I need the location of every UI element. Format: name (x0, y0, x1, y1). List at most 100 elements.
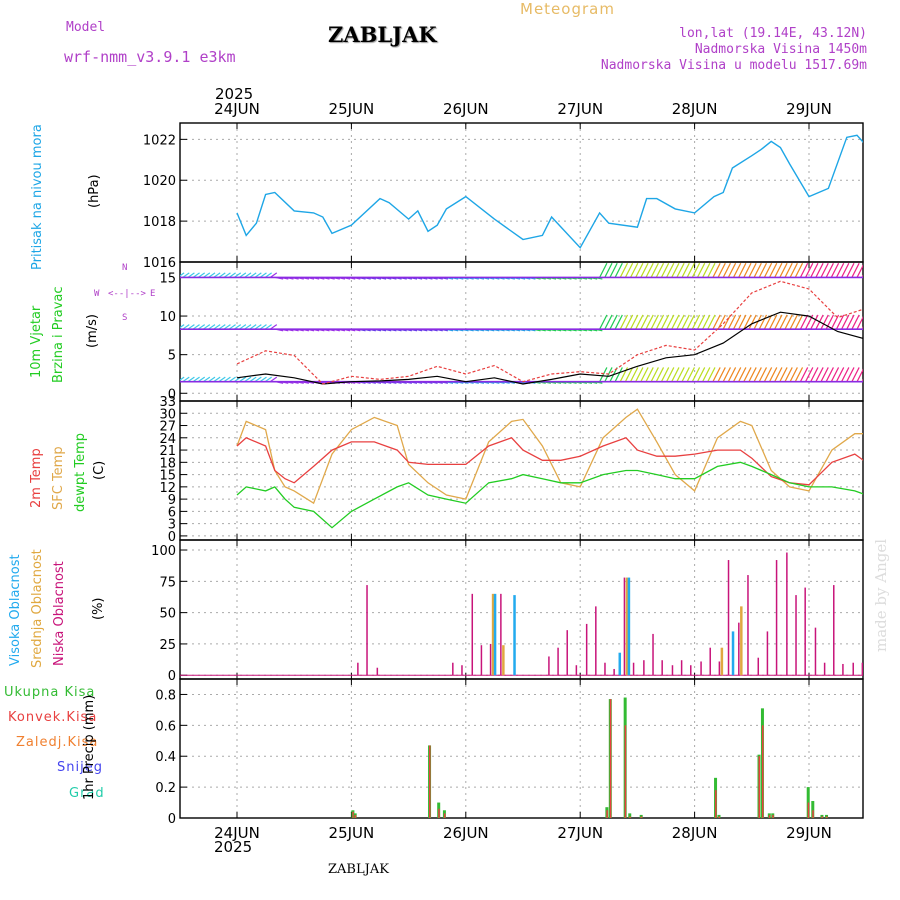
wind-barb (841, 367, 850, 382)
cloud-bar (872, 648, 874, 676)
wind-barb (856, 264, 863, 278)
day-label-top: 27JUN (557, 100, 603, 118)
wind-barb (830, 367, 840, 382)
wind-barb (655, 367, 665, 382)
ytick-label: 25 (159, 638, 176, 653)
panel-frame (179, 678, 864, 819)
panel-frame (179, 539, 864, 680)
wind-barb (805, 262, 814, 278)
precip-conv-bar (429, 745, 431, 818)
wind-barb (753, 262, 762, 278)
wind-barb (619, 314, 629, 330)
wind-barb (666, 262, 675, 278)
wind-barb (676, 314, 685, 330)
wind-barb (630, 262, 639, 278)
cloud-bar (690, 665, 692, 676)
ytick-label: 3 (168, 518, 176, 533)
ytick-label: 24 (159, 432, 176, 447)
precip-conv-bar (609, 699, 612, 818)
ytick-label: 0 (168, 530, 176, 545)
wind-barb (878, 315, 885, 329)
wind-barb (753, 367, 762, 382)
cloud-bar (881, 645, 883, 675)
wind-barb (635, 314, 644, 330)
wind-barb (779, 262, 788, 278)
precip-total-bar (628, 813, 632, 818)
wind-barb (696, 367, 706, 382)
wind-barb (810, 262, 819, 278)
wind-barb (758, 367, 768, 382)
wind-barb (727, 314, 737, 330)
year-top: 2025 (215, 85, 254, 103)
cloud-bar (738, 622, 740, 676)
precip-conv-bar (438, 808, 440, 818)
wind-barb (835, 262, 845, 278)
ytick-label: 0.6 (155, 719, 176, 734)
cloud-bar (786, 552, 788, 676)
wind-barb (820, 262, 829, 278)
wind-barb (604, 314, 613, 330)
wind-barb (872, 263, 879, 277)
wind-barb (825, 314, 834, 330)
legend-precip-frozen: Zaledj.Kisa (16, 735, 99, 750)
wind-barb (846, 367, 855, 382)
precip-conv-bar (715, 790, 717, 818)
day-label-top: 29JUN (786, 100, 832, 118)
precip-conv-bar (758, 756, 761, 818)
wind-barb (180, 376, 185, 381)
cloud-bar (376, 667, 379, 676)
cloud-bar (747, 575, 749, 676)
wind-barb (660, 262, 670, 278)
wind-barb (681, 367, 690, 382)
wind-barb (676, 262, 685, 278)
lonlat: lon,lat (19.14E, 43.12N) (679, 26, 867, 41)
wind-barb (712, 262, 721, 278)
wind-barb (707, 262, 716, 278)
station-title: ZABLJAK (328, 22, 437, 47)
wind-barb (810, 314, 819, 330)
wind-barb (846, 314, 855, 330)
ytick-label: 1022 (143, 133, 176, 148)
wind-barb (830, 262, 840, 278)
wind-barb (794, 262, 804, 278)
wind-barb (650, 314, 659, 330)
wind-barb (794, 314, 804, 330)
wind-barb (599, 262, 608, 278)
wind-barb (738, 262, 747, 278)
wind-barb (763, 314, 773, 330)
cloud-bar (823, 662, 826, 676)
cloud-bar (680, 660, 683, 676)
wind-barb-row (180, 262, 879, 280)
cloud-bar (502, 645, 505, 676)
ytick-label: 30 (159, 407, 176, 422)
wind-barb (799, 314, 809, 330)
year-bottom: 2025 (214, 838, 253, 856)
wind-barb (666, 367, 675, 382)
wind-barb (799, 262, 809, 278)
day-label-bottom: 25JUN (329, 824, 375, 842)
wind-barb (774, 314, 783, 330)
pressure-line (236, 134, 863, 249)
wind-barb (640, 314, 649, 330)
precip-conv-bar (443, 813, 446, 818)
cloud-bar (548, 656, 550, 676)
wind-barb (722, 314, 731, 330)
day-label-bottom: 28JUN (672, 824, 718, 842)
day-label-bottom: 29JUN (786, 824, 832, 842)
wind-barb (888, 367, 895, 381)
cloud-bar (700, 661, 702, 676)
wind-barb (784, 314, 793, 330)
panel-0: 1016 1018 1020 1022 (143, 122, 864, 271)
wind-barb (732, 262, 742, 278)
cloud-bar (720, 647, 724, 676)
panel-3: 0 25 50 75 100 (151, 539, 864, 684)
wind-barb (805, 367, 814, 382)
wind-barb (604, 262, 613, 278)
model-name: wrf-nmm_v3.9.1 e3km (64, 48, 236, 66)
day-label-top: 26JUN (443, 100, 489, 118)
wind-barb (851, 262, 860, 278)
wind-barb (686, 367, 695, 382)
wind-barb (883, 315, 890, 329)
wind-barb (624, 367, 634, 382)
day-label-bottom: 24JUN (214, 824, 260, 842)
